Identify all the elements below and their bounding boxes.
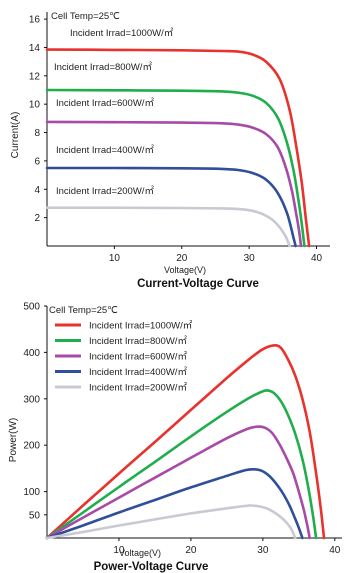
pv-cell-temp-annotation: Cell Temp=25℃ [49,305,118,316]
iv-series-line-3 [45,166,297,248]
iv-series-line-1 [45,88,306,248]
pv-legend-label-1: Incident Irrad=800W/㎡ [89,336,187,347]
iv-y-tick-label: 8 [34,128,40,139]
iv-x-tick-label: 40 [311,253,323,264]
iv-x-axis-label: Voltage(V) [164,265,206,275]
pv-y-tick-label: 300 [23,394,40,405]
pv-legend: Incident Irrad=1000W/㎡ Incident Irrad=800… [55,321,193,394]
iv-chart: 2 4 6 8 10 12 14 16 10 20 30 40 Incident Irrad=100… [10,11,330,290]
iv-curve-label-3: Incident Irrad=400W/㎡ [56,145,154,156]
pv-curves [45,344,326,540]
iv-x-tick-label: 20 [176,253,188,264]
pv-chart: 50 100 200 300 400 500 10 20 30 40 Incident Irra… [8,302,342,573]
pv-y-tick-label: 200 [23,441,40,452]
iv-x-ticks: 10 20 30 40 [109,246,323,264]
iv-y-ticks: 2 4 6 8 10 12 14 16 [29,15,47,224]
pv-x-tick-label: 10 [113,545,125,556]
pv-y-tick-label: 100 [23,487,40,498]
iv-curve-labels: Incident Irrad=1000W/㎡ Incident Irrad=800… [54,28,174,197]
pv-y-ticks: 50 100 200 300 400 500 [23,302,47,521]
pv-series-line-3 [45,467,304,540]
pv-y-tick-label: 400 [23,348,40,359]
iv-curve-label-0: Incident Irrad=1000W/㎡ [70,28,174,39]
pv-series-line-0 [45,344,326,540]
pv-chart-title: Power-Voltage Curve [94,561,209,573]
pv-x-tick-label: 20 [185,545,197,556]
pv-y-axis-label: Power(W) [8,418,19,462]
iv-y-tick-label: 14 [29,43,41,54]
iv-series-line-4 [45,206,291,248]
iv-series-line-2 [45,120,303,248]
iv-y-tick-label: 2 [34,213,40,224]
pv-y-tick-label: 50 [29,510,41,521]
iv-cell-temp-annotation: Cell Temp=25℃ [51,11,120,22]
iv-y-tick-label: 4 [34,185,40,196]
pv-legend-label-3: Incident Irrad=400W/㎡ [89,367,187,378]
pv-x-tick-label: 30 [257,545,269,556]
pv-x-tick-label: 40 [329,545,341,556]
pv-x-ticks: 10 20 30 40 [113,538,341,556]
iv-series-line-0 [45,48,311,248]
iv-y-tick-label: 6 [34,156,40,167]
iv-chart-title: Current-Voltage Curve [137,278,259,290]
iv-y-tick-label: 16 [29,15,41,26]
iv-x-tick-label: 30 [244,253,256,264]
iv-curve-label-2: Incident Irrad=600W/㎡ [56,98,154,109]
pv-y-tick-label: 500 [23,302,40,313]
iv-curves [45,48,311,248]
pv-series-line-4 [45,504,297,540]
pv-x-axis-label: Voltage(V) [119,548,161,558]
pv-legend-label-2: Incident Irrad=600W/㎡ [89,352,187,363]
iv-x-tick-label: 10 [109,253,121,264]
pv-series-line-2 [45,425,311,540]
pv-series-line-1 [45,389,318,540]
iv-curve-label-1: Incident Irrad=800W/㎡ [54,62,152,73]
pv-legend-label-0: Incident Irrad=1000W/㎡ [89,321,193,332]
pv-legend-label-4: Incident Irrad=200W/㎡ [89,383,187,394]
iv-y-axis-label: Current(A) [10,112,21,159]
iv-curve-label-4: Incident Irrad=200W/㎡ [56,186,154,197]
iv-y-tick-label: 12 [29,71,41,82]
iv-y-tick-label: 10 [29,100,41,111]
